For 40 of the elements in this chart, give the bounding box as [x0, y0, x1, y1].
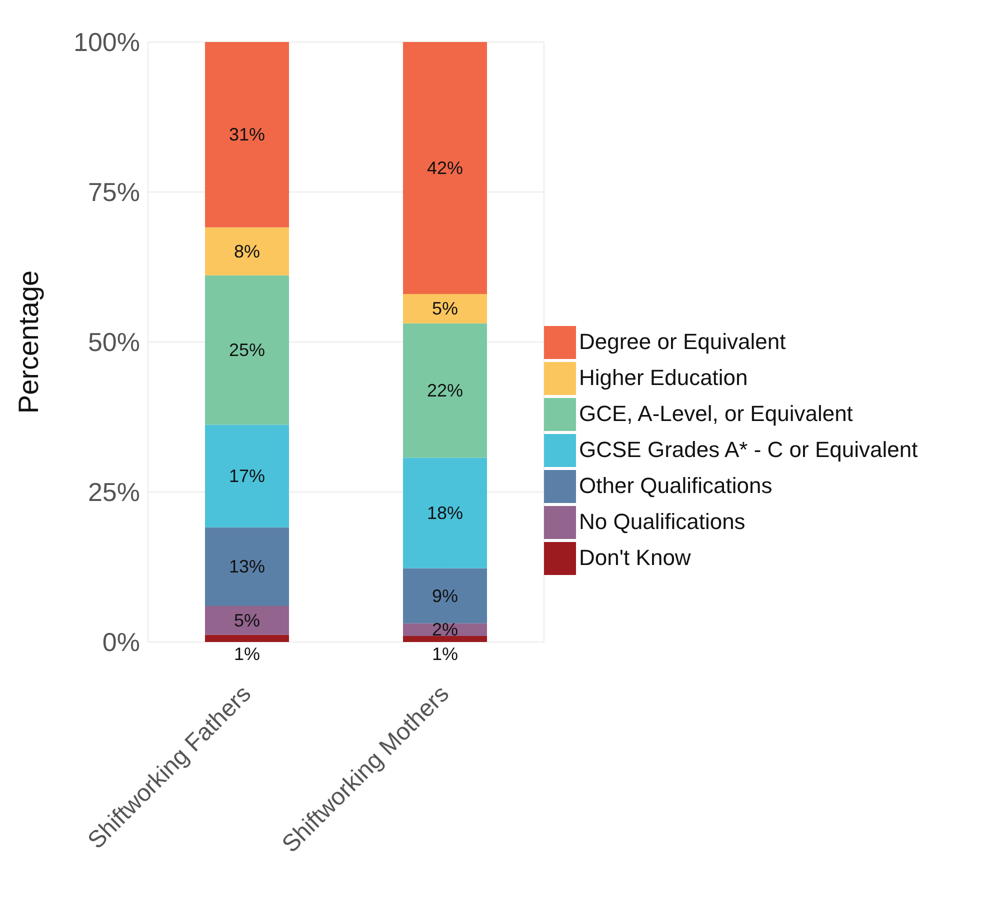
y-tick-label: 25% [88, 477, 140, 508]
y-axis-title: Percentage [12, 270, 44, 414]
bar [403, 458, 487, 568]
bar [205, 424, 289, 528]
data-label: 42% [426, 158, 464, 178]
data-label: 8% [234, 241, 260, 262]
legend-label: Degree or Equivalent [579, 329, 786, 355]
data-label: 17% [228, 466, 266, 486]
y-tick-label: 50% [88, 327, 140, 358]
bar [403, 294, 487, 324]
data-label: 9% [432, 586, 458, 606]
y-tick-label: 75% [88, 177, 140, 208]
data-label: 5% [432, 298, 458, 319]
bar [403, 323, 487, 458]
legend-label: GCSE Grades A* - C or Equivalent [579, 437, 918, 463]
legend-label: Other Qualifications [579, 473, 772, 499]
bar [205, 227, 289, 276]
data-label: 1% [234, 644, 260, 664]
bar [205, 275, 289, 425]
bar [205, 42, 289, 228]
bar [403, 42, 487, 294]
y-tick-label: 100% [74, 27, 140, 58]
data-label: 25% [228, 340, 266, 360]
data-label: 13% [228, 556, 266, 577]
bar [205, 606, 289, 635]
bar [205, 527, 289, 606]
data-label: 5% [234, 610, 260, 630]
data-label: 22% [426, 380, 464, 401]
legend-label: Higher Education [579, 365, 748, 391]
bar [403, 568, 487, 624]
y-tick-label: 0% [102, 627, 140, 658]
legend-label: GCE, A-Level, or Equivalent [579, 401, 853, 427]
legend-label: Don't Know [579, 545, 691, 571]
data-label: 18% [426, 503, 464, 523]
bar [205, 634, 289, 642]
data-label: 1% [432, 644, 458, 664]
legend-label: No Qualifications [579, 509, 746, 535]
data-label: 2% [432, 620, 458, 640]
data-label: 31% [228, 124, 266, 145]
bar [403, 636, 487, 642]
